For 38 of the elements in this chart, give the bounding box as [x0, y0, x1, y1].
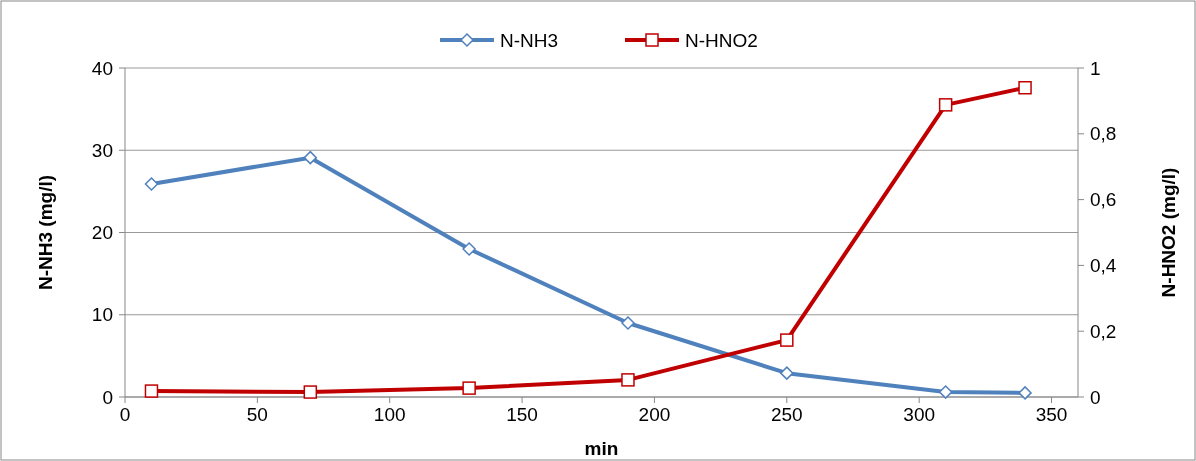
- y2-axis-title: N-HNO2 (mg/l): [1158, 167, 1179, 298]
- point: [303, 385, 318, 399]
- x-tick-label: 250: [770, 404, 803, 425]
- point: [780, 333, 794, 347]
- y-tick-label: 30: [91, 139, 113, 161]
- point: [621, 316, 635, 330]
- point: [462, 381, 476, 395]
- y2-tick-label: 0,8: [1090, 123, 1117, 145]
- point: [938, 98, 953, 112]
- point: [780, 366, 794, 380]
- y-tick-label: 20: [91, 222, 113, 244]
- legend-label: N-HNO2: [685, 29, 758, 51]
- point: [1018, 80, 1032, 95]
- x-tick-label: 100: [373, 404, 406, 425]
- y2-tick-label: 0,4: [1090, 255, 1117, 277]
- x-tick-label: 150: [506, 404, 538, 425]
- legend-label: N-NH3: [500, 29, 559, 51]
- x-tick-label: 300: [903, 404, 936, 425]
- x-tick-label: 200: [638, 404, 671, 425]
- y2-tick-label: 1: [1090, 57, 1101, 79]
- point: [303, 150, 318, 165]
- y-tick-label: 0: [102, 386, 113, 408]
- point: [144, 177, 159, 191]
- y2-tick-label: 0,2: [1090, 320, 1117, 342]
- point: [938, 385, 953, 399]
- point: [144, 384, 159, 398]
- x-axis-title: min: [584, 438, 619, 459]
- x-tick-label: 0: [119, 404, 131, 425]
- y2-tick-label: 0: [1090, 386, 1101, 408]
- y2-tick-label: 0,6: [1090, 189, 1117, 211]
- point: [462, 242, 476, 256]
- y-tick-label: 10: [91, 304, 113, 326]
- y-tick-label: 40: [91, 57, 113, 79]
- point: [1018, 386, 1032, 400]
- y-axis-title: N-NH3 (mg/l): [35, 174, 56, 291]
- x-tick-label: 350: [1035, 404, 1068, 425]
- x-tick-label: 50: [246, 404, 268, 425]
- point: [621, 373, 635, 387]
